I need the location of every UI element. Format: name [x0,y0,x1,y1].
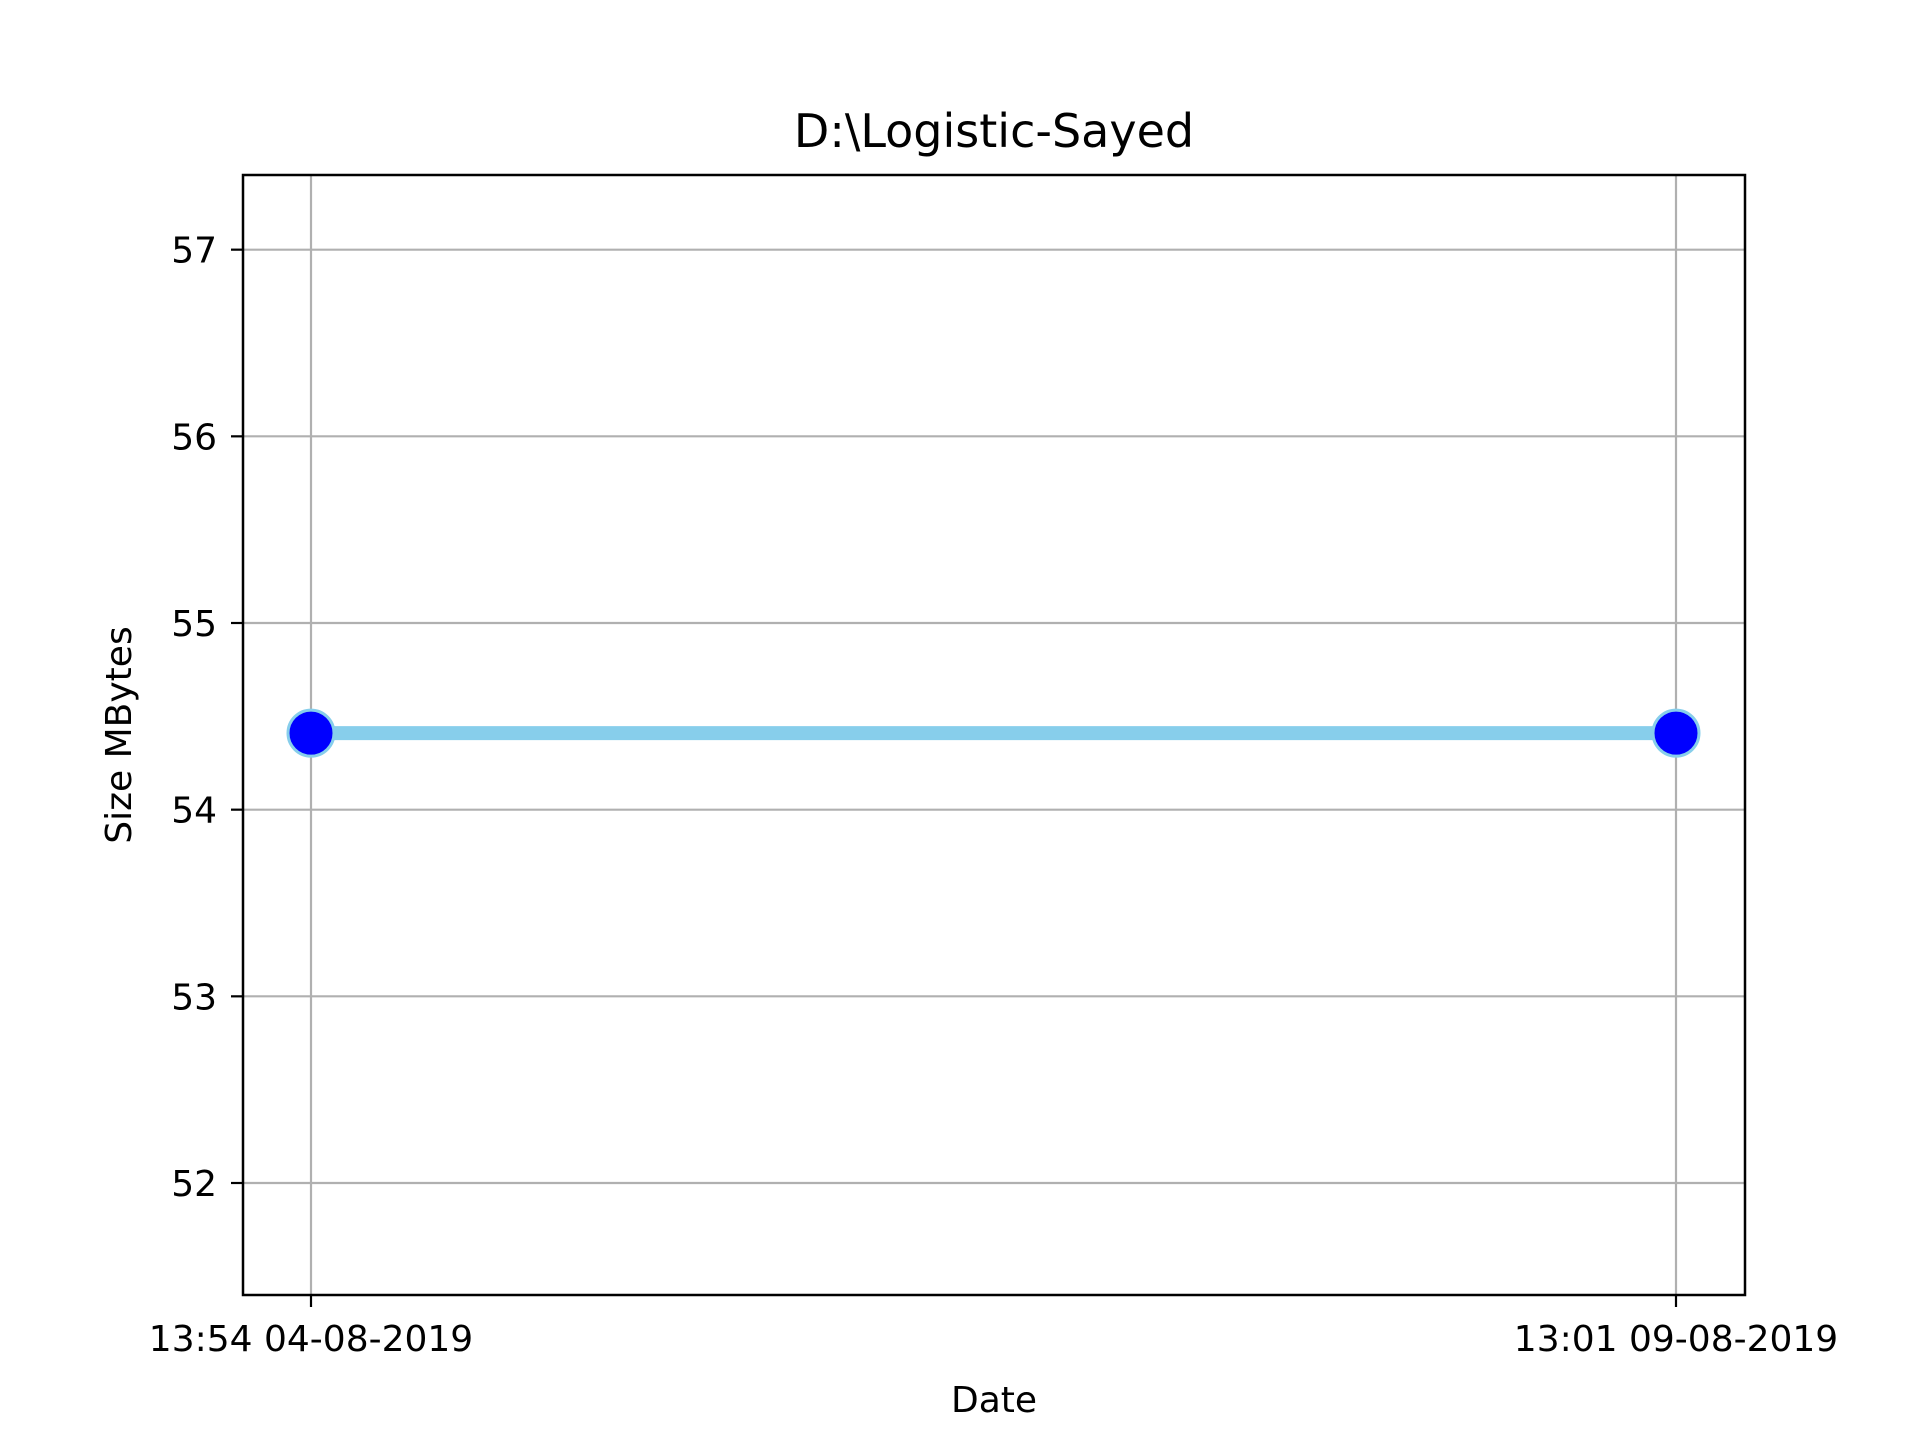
y-tick-label: 57 [171,231,217,272]
y-tick-label: 55 [171,604,217,645]
x-tick-label: 13:01 09-08-2019 [1514,1319,1838,1360]
data-point [286,708,336,758]
grid-lines [243,175,1745,1295]
x-axis-label: Date [951,1380,1037,1421]
y-tick-label: 52 [171,1164,217,1205]
y-tick-label: 53 [171,977,217,1018]
data-point [1651,708,1701,758]
chart-title: D:\Logistic-Sayed [794,104,1194,158]
y-tick-label: 56 [171,417,217,458]
y-tick-label: 54 [171,791,217,832]
y-axis-label: Size MBytes [99,626,140,843]
x-tick-label: 13:54 04-08-2019 [149,1319,473,1360]
axis-ticks: 52 53 54 55 56 57 13:54 04-08-2019 13:01 09-08-… [149,231,1838,1360]
series-group [286,708,1701,758]
plot-frame [241,173,1747,1297]
